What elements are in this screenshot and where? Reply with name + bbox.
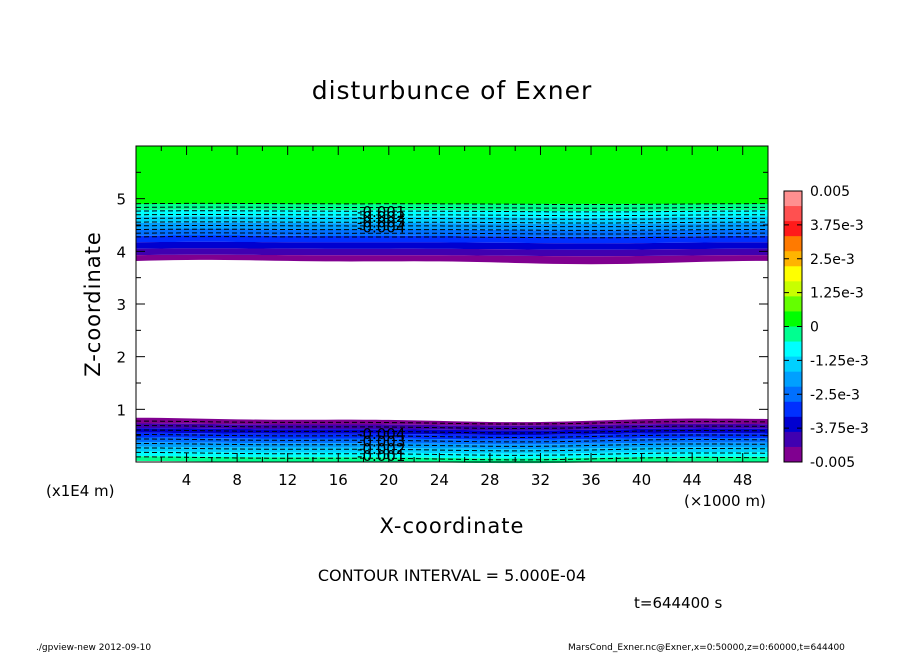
colorbar-swatch [784,296,802,312]
colorbar-swatch [784,221,802,237]
contour-line [135,451,769,456]
upper-zero-region [136,146,768,205]
contour-line [135,210,769,213]
colorbar-swatch [784,431,802,448]
contour-label: -0.003 [357,213,405,231]
contour-line [135,213,769,217]
colorbar-label: 0 [810,320,819,336]
contour-line [135,202,769,206]
colorbar-label: 3.75e-3 [810,218,864,234]
lower-band-fill [136,423,768,431]
upper-band-fill [136,241,768,250]
contour-line [135,425,769,430]
colorbar-label: -0.005 [810,455,855,471]
contour-labels: -0.001-0.002-0.003-0.004-0.004-0.003-0.0… [357,203,405,465]
contour-label: -0.002 [357,208,405,226]
y-tick-label: 2 [116,349,126,367]
contour-label: -0.004 [357,219,405,237]
contour-line [135,456,769,461]
colorbar: 0.005 3.75e-3 2.5e-3 1.25e-3 0 -1.25e-3 -2.5e-… [783,184,869,471]
colorbar-swatch [784,311,802,327]
colorbar-label: -1.25e-3 [810,353,869,369]
y-tick-label: 3 [116,296,126,314]
y-tick-label: 1 [116,401,126,419]
y-unit-label: (x1E4 m) [46,482,115,500]
upper-band-fill [136,254,768,265]
colorbar-swatch [784,206,802,222]
lower-band-fill [136,432,768,440]
x-tick-label: 40 [632,471,651,489]
contour-label: -0.002 [357,440,405,458]
y-ticks: 1 2 3 4 5 [116,171,768,437]
colorbar-label: -3.75e-3 [810,421,869,437]
contour-line [135,206,769,209]
x-tick-label: 28 [480,471,499,489]
contour-interval-label: CONTOUR INTERVAL = 5.000E-04 [317,566,587,585]
chart-title: disturbunce of Exner [311,76,593,105]
contour-line [135,236,769,239]
time-label: t=644400 s [634,594,723,612]
colorbar-swatch [784,356,802,373]
footer-source: MarsCond_Exner.nc@Exner,x=0:50000,z=0:60… [568,643,845,653]
contour-label: -0.001 [357,203,405,221]
contour-lines [135,202,769,461]
colorbar-swatch [784,386,802,403]
contour-line [135,442,769,447]
colorbar-swatch [784,326,802,343]
x-tick-label: 36 [581,471,600,489]
colorbar-swatch [784,266,802,282]
contour-line [135,433,769,438]
colorbar-swatch [784,251,802,267]
colorbar-swatch [784,446,802,463]
x-tick-label: 12 [278,471,297,489]
x-tick-label: 4 [182,471,192,489]
contour-line [135,420,769,425]
contour-line [135,232,769,235]
y-tick-label: 4 [116,243,126,261]
contour-label: -0.004 [357,425,405,443]
contour-line [135,221,769,224]
x-tick-label: 24 [430,471,449,489]
x-unit-label: (×1000 m) [684,492,766,510]
colorbar-swatch [784,341,802,358]
contour-label: -0.003 [357,432,405,450]
colorbar-swatch [784,416,802,433]
colorbar-label: 2.5e-3 [810,252,855,268]
colorbar-swatch [784,371,802,388]
colorbar-swatch [784,191,802,207]
upper-band-fill [136,248,768,257]
colorbar-label: 0.005 [810,184,850,200]
x-ticks: 4 8 12 16 20 24 28 32 36 40 44 48 [160,146,752,489]
lower-band-fill [136,428,768,436]
colorbar-label: -2.5e-3 [810,387,860,403]
upper-band-fill [136,216,768,225]
colorbar-swatch [784,236,802,252]
contour-line [135,429,769,434]
x-tick-label: 16 [329,471,348,489]
colorbar-swatch [784,401,802,418]
field-fills [136,146,768,464]
upper-band-fill [136,222,768,231]
y-tick-label: 5 [116,191,126,209]
x-tick-label: 20 [379,471,398,489]
colorbar-swatch [784,281,802,297]
x-tick-label: 44 [683,471,702,489]
contour-line [135,228,769,231]
contour-label: -0.001 [357,447,405,465]
lower-band-fill [136,417,768,426]
colorbar-label: 1.25e-3 [810,286,864,302]
contour-line [135,438,769,443]
footer-program: ./gpview-new 2012-09-10 [36,643,152,653]
x-tick-label: 48 [733,471,752,489]
contour-line [135,225,769,228]
x-axis-label: X-coordinate [379,514,525,538]
contour-line [135,217,769,220]
x-tick-label: 32 [531,471,550,489]
contour-line [135,447,769,452]
x-tick-label: 8 [232,471,242,489]
